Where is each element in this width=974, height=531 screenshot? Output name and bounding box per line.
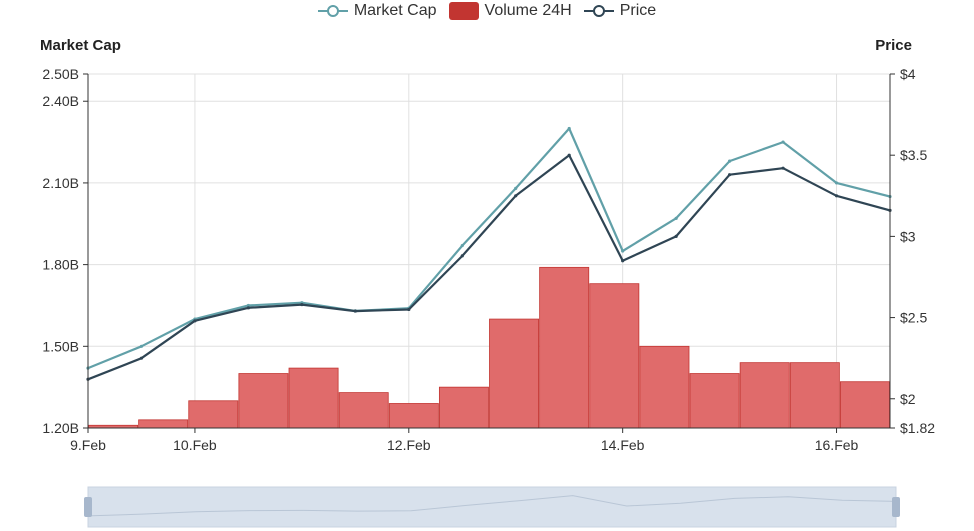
left-tick-label: 2.40B [42,93,79,109]
slider-handle-left[interactable] [84,497,92,517]
market-cap-point [674,216,678,220]
right-tick-label: $1.82 [900,420,935,436]
volume-bar [789,362,840,429]
market-cap-point [781,140,785,144]
price-point [139,356,144,360]
market-cap-point [246,303,250,308]
left-tick-label: 2.50B [42,66,79,82]
series-lines [86,126,892,381]
price-line [87,154,891,381]
volume-bar [238,373,289,429]
legend-label-volume: Volume 24H [484,2,572,19]
x-tick-label: 9.Feb [70,437,106,453]
price-point [246,306,250,310]
legend-label-price: Price [619,2,657,19]
price-point [193,319,197,323]
right-tick-label: $4 [900,66,916,82]
price-point [674,234,678,238]
market-cap-point [567,126,571,131]
price-point [834,194,839,198]
right-tick-label: $3 [900,228,916,244]
volume-bar [489,318,540,429]
left-tick-label: 1.50B [42,338,79,354]
legend-label-market-cap: Market Cap [353,2,437,19]
axes: 1.20B 1.50B 1.80B 2.10B 2.40B 2.50B $1.82 $2 $2.… [42,66,935,453]
volume-bar [839,381,890,429]
volume-bar [188,400,239,429]
market-cap-legend-icon [317,5,348,17]
chart-legend: Market Cap Volume 24H Price [0,0,974,22]
market-cap-point [728,159,732,163]
price-point [781,166,785,170]
volume-bar [338,392,389,429]
price-point [407,307,411,312]
price-point [567,153,571,157]
right-tick-label: $2.5 [900,310,927,326]
price-point [514,194,518,198]
price-point [300,302,304,307]
left-tick-label: 1.20B [42,420,79,436]
right-tick-label: $2 [900,391,916,407]
slider-preview-line [87,495,897,517]
market-cap-point [514,186,518,190]
price-point [728,173,732,177]
volume-bars [88,266,890,429]
volume-bar [539,266,590,429]
price-point [460,254,464,258]
volume-bar [589,283,640,429]
left-tick-label: 1.80B [42,257,79,273]
price-legend-icon [583,5,614,17]
x-tick-label: 10.Feb [173,437,217,453]
volume-legend-icon [448,2,479,20]
market-cap-point [139,344,144,348]
x-tick-label: 14.Feb [601,437,645,453]
volume-bar [739,362,790,429]
legend-item-volume[interactable]: Volume 24H [448,2,572,20]
right-tick-label: $3.5 [900,147,927,163]
legend-item-price[interactable]: Price [583,2,657,20]
left-axis-title: Market Cap [40,37,121,54]
x-tick-label: 12.Feb [387,437,431,453]
right-axis-title: Price [875,37,912,54]
price-point [621,259,625,263]
slider-track [87,486,897,528]
slider-handle-right[interactable] [892,497,900,517]
market-cap-point [460,243,464,248]
volume-bar [438,386,489,429]
volume-bar [138,419,189,429]
legend-item-market-cap[interactable]: Market Cap [317,2,437,20]
x-tick-label: 16.Feb [815,437,859,453]
datazoom-slider[interactable] [84,486,900,528]
volume-bar [288,367,339,429]
volume-bar [689,373,740,429]
market-cap-point [834,181,839,185]
volume-bar [388,403,439,429]
left-tick-label: 2.10B [42,175,79,191]
market-cap-line [87,127,891,370]
price-point [353,309,357,313]
volume-bar [639,345,690,429]
market-cap-point [621,249,625,253]
